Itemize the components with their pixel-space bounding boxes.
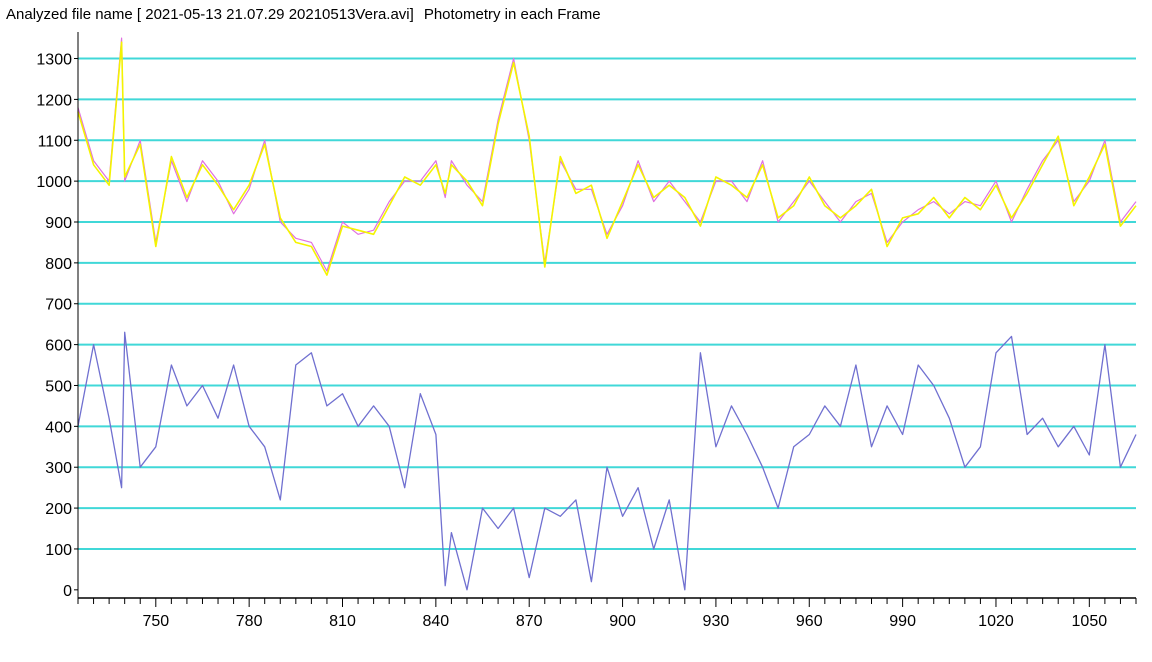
axes (74, 32, 1137, 607)
y-tick-label-900: 900 (45, 215, 72, 232)
x-tick-label-870: 870 (516, 613, 543, 630)
x-tick-label-750: 750 (142, 613, 169, 630)
y-tick-label-0: 0 (63, 583, 72, 600)
x-tick-label-990: 990 (889, 613, 916, 630)
x-tick-labels: 750 780 810 840 870 900 930 960 990 1020 1050 (142, 613, 1107, 630)
x-tick-label-810: 810 (329, 613, 356, 630)
x-tick-label-960: 960 (796, 613, 823, 630)
y-tick-label-1000: 1000 (36, 174, 72, 191)
y-tick-labels: 0 100 200 300 400 500 600 700 800 900 1000 1100 1200… (36, 52, 72, 600)
magenta-series-line (77, 37, 1137, 272)
x-tick-label-900: 900 (609, 613, 636, 630)
blue-series-line (77, 331, 1137, 591)
y-tick-label-700: 700 (45, 297, 72, 314)
y-tick-label-1200: 1200 (36, 92, 72, 109)
yellow-series-line (77, 41, 1137, 276)
title-bar: Analyzed file name [ 2021-05-13 21.07.29… (6, 6, 611, 26)
y-tick-label-100: 100 (45, 542, 72, 559)
y-tick-label-800: 800 (45, 256, 72, 273)
x-tick-label-1020: 1020 (978, 613, 1014, 630)
y-tick-label-1100: 1100 (38, 133, 73, 150)
y-tick-label-600: 600 (45, 338, 72, 355)
y-tick-label-300: 300 (45, 460, 72, 477)
y-tick-label-400: 400 (45, 419, 72, 436)
y-tick-label-1300: 1300 (36, 52, 72, 69)
y-tick-label-500: 500 (45, 378, 72, 395)
x-tick-label-840: 840 (423, 613, 450, 630)
x-tick-label-780: 780 (236, 613, 263, 630)
y-tick-label-200: 200 (45, 501, 72, 518)
analyzed-file-label: Analyzed file name [ 2021-05-13 21.07.29… (6, 6, 414, 23)
chart-title: Photometry in each Frame (423, 6, 601, 23)
series-group (77, 37, 1137, 591)
grid-lines (78, 57, 1136, 550)
x-tick-label-1050: 1050 (1072, 613, 1108, 630)
x-tick-label-930: 930 (703, 613, 730, 630)
